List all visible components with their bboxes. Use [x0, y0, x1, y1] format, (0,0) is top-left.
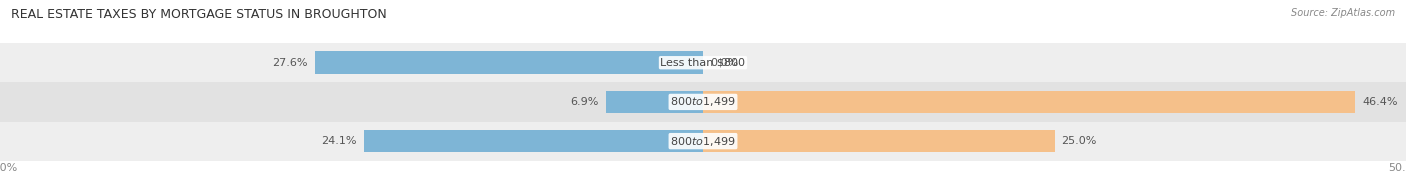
Text: 27.6%: 27.6%: [273, 58, 308, 68]
Bar: [0, 122, 1406, 161]
Bar: [364, 130, 703, 152]
Bar: [0, 43, 1406, 82]
Bar: [703, 91, 1355, 113]
Text: 6.9%: 6.9%: [571, 97, 599, 107]
Text: $800 to $1,499: $800 to $1,499: [671, 95, 735, 108]
Bar: [0, 82, 1406, 122]
Text: 25.0%: 25.0%: [1062, 136, 1097, 146]
Bar: [315, 51, 703, 74]
Text: 24.1%: 24.1%: [322, 136, 357, 146]
Text: 0.0%: 0.0%: [710, 58, 738, 68]
Text: Source: ZipAtlas.com: Source: ZipAtlas.com: [1291, 8, 1395, 18]
Bar: [703, 130, 1054, 152]
Text: REAL ESTATE TAXES BY MORTGAGE STATUS IN BROUGHTON: REAL ESTATE TAXES BY MORTGAGE STATUS IN …: [11, 8, 387, 21]
Text: $800 to $1,499: $800 to $1,499: [671, 135, 735, 148]
Text: 46.4%: 46.4%: [1362, 97, 1398, 107]
Bar: [606, 91, 703, 113]
Text: Less than $800: Less than $800: [661, 58, 745, 68]
